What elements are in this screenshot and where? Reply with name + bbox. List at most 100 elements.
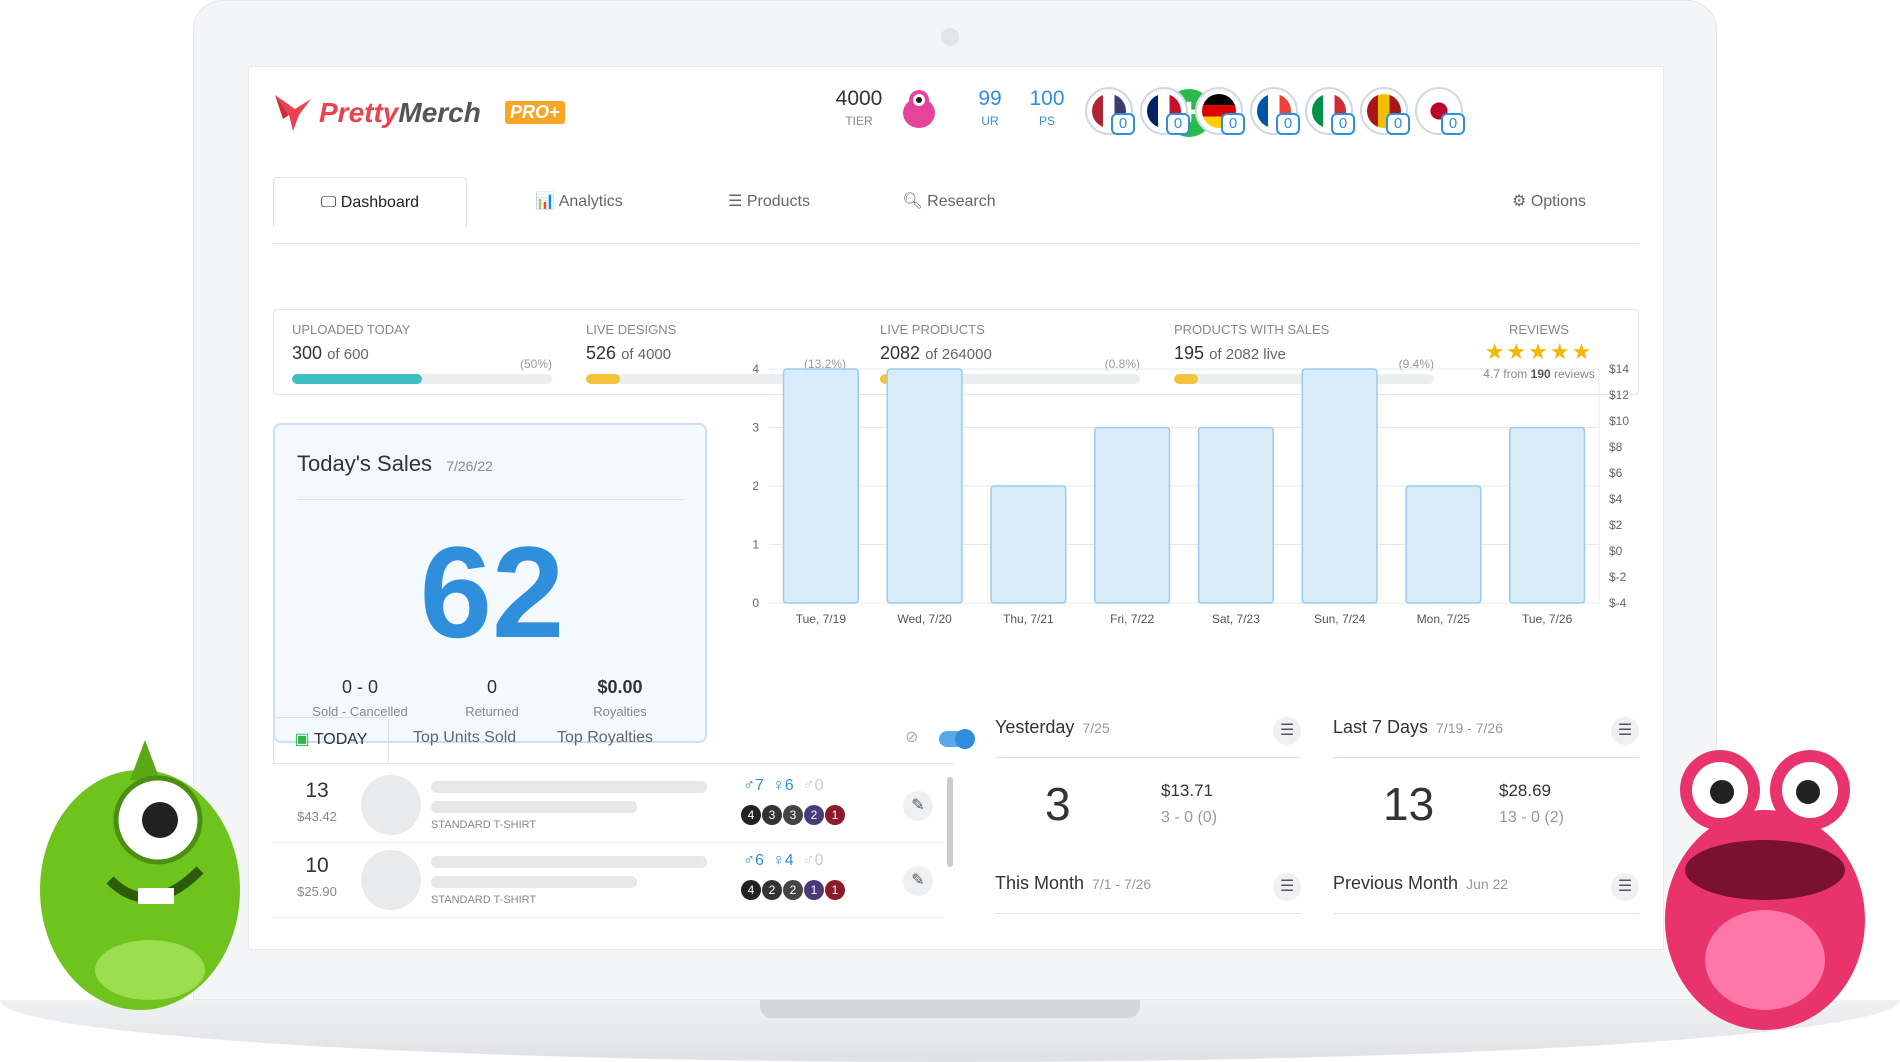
y2-tick-label: $14 [1609, 362, 1629, 376]
title-placeholder [431, 876, 637, 888]
chart-bar [1094, 426, 1171, 604]
y2-tick-label: $2 [1609, 518, 1623, 532]
x-tick-label: Tue, 7/19 [796, 612, 847, 626]
chart-bar [782, 368, 859, 604]
row-units: 13 [305, 779, 329, 802]
reviews-block[interactable]: REVIEWS ★★★★★ 4.7 from 190 reviews [1464, 322, 1614, 381]
summary-sold-cancelled: 3 - 0 (0) [1161, 809, 1218, 826]
tab-dashboard[interactable]: 🖵 Dashboard [273, 177, 467, 227]
flag-count-badge: 0 [1111, 113, 1135, 135]
scrollbar[interactable] [947, 777, 953, 867]
kpi-item[interactable]: LIVE PRODUCTS 2082 of 264000 (0.8%) [880, 322, 1140, 384]
chart-bar [1197, 426, 1274, 604]
row-amount: $25.90 [297, 884, 337, 899]
y2-tick-label: $8 [1609, 440, 1623, 454]
kpi-item[interactable]: UPLOADED TODAY 300 of 600 (50%) [292, 322, 552, 384]
flag-count-badge: 0 [1386, 113, 1410, 135]
chart-bar [1509, 426, 1586, 604]
green-monster-mascot-icon [40, 740, 240, 1010]
x-tick-label: Wed, 7/20 [897, 612, 952, 626]
bar-chart-icon: 📊 [535, 193, 559, 210]
chart-bar [886, 368, 963, 604]
list-icon[interactable]: ☰ [1273, 873, 1301, 901]
kpi-title: PRODUCTS WITH SALES [1174, 322, 1330, 337]
list-item[interactable]: 13 $43.42 STANDARD T-SHIRT ♂7 ♀6 ♂0 4 3 3 2 1 ✎ [273, 769, 943, 843]
kid-icon: ♂0 [802, 852, 824, 869]
edit-icon[interactable]: ✎ [903, 866, 933, 896]
tab-today[interactable]: ▣ TODAY [273, 717, 389, 763]
toggle-switch[interactable] [939, 729, 975, 749]
gender-counts: ♂7 ♀6 ♂0 [743, 777, 824, 794]
flag-count-badge: 0 [1221, 113, 1245, 135]
woman-icon: ♀ [772, 777, 785, 794]
chart-bar [1301, 368, 1378, 604]
tab-options[interactable]: ⚙ Options [1512, 193, 1586, 210]
x-tick-label: Sun, 7/24 [1314, 612, 1366, 626]
ps-stat[interactable]: 100 PS [1029, 87, 1065, 128]
kpi-title: LIVE DESIGNS [586, 322, 677, 337]
tab-products[interactable]: ☰ Products [728, 193, 810, 210]
flag-jp-icon[interactable] [1415, 87, 1463, 135]
tab-top-royalties[interactable]: Top Royalties [557, 729, 654, 746]
flag-count-badge: 0 [1441, 113, 1465, 135]
search-icon: 🔍︎ [902, 193, 928, 210]
y-tick-label: 0 [752, 596, 759, 610]
summary-card: Previous Month Jun 22 ☰ [1333, 873, 1639, 949]
product-type: STANDARD T-SHIRT [431, 819, 537, 831]
star-rating-icon: ★★★★★ [1484, 339, 1594, 364]
tab-top-units[interactable]: Top Units Sold [413, 729, 517, 746]
gear-icon: ⚙ [1512, 193, 1531, 210]
monitor-icon: 🖵 [320, 194, 341, 211]
summary-card-title: Yesterday 7/25 [995, 717, 1110, 737]
kpi-title: UPLOADED TODAY [292, 322, 411, 337]
tier-stat: 4000 TIER [835, 87, 883, 128]
list-icon[interactable]: ☰ [1611, 873, 1639, 901]
y2-tick-label: $12 [1609, 388, 1629, 402]
list-icon[interactable]: ☰ [1611, 717, 1639, 745]
y2-tick-label: $0 [1609, 544, 1623, 558]
edit-icon[interactable]: ✎ [903, 791, 933, 821]
pro-badge: PRO+ [505, 101, 565, 124]
sales-chart: 0 1 2 3 4 $-4 $-2 $0 $2 $4 $6 $8 $10 $12 $14 Tue, 7/19 W… [752, 362, 1629, 626]
laptop-notch [760, 1000, 1140, 1018]
reviews-summary: 4.7 from 190 reviews [1483, 367, 1595, 381]
marketplace-dot: 4 [741, 805, 761, 825]
summary-sold-cancelled: 13 - 0 (2) [1499, 809, 1564, 826]
kpi-percent: (13.2%) [803, 357, 846, 371]
brand-logo[interactable]: PrettyMerch PRO+ [273, 89, 565, 139]
todays-sales-count: 62 [419, 519, 565, 665]
x-tick-label: Tue, 7/26 [1522, 612, 1573, 626]
y-tick-label: 1 [752, 538, 759, 552]
y2-tick-label: $6 [1609, 466, 1623, 480]
kpi-percent: (50%) [519, 357, 552, 371]
list-icon[interactable]: ☰ [1273, 717, 1301, 745]
summary-card-title: Previous Month Jun 22 [1333, 873, 1509, 893]
x-tick-label: Thu, 7/21 [1003, 612, 1054, 626]
gender-counts: ♂6 ♀4 ♂0 [743, 852, 824, 869]
list-item[interactable]: 10 $25.90 STANDARD T-SHIRT ♂6 ♀4 ♂0 4 2 2 1 1 ✎ [273, 844, 943, 918]
marketplace-dot: 3 [783, 805, 803, 825]
title-placeholder [431, 801, 637, 813]
marketplace-dot: 2 [804, 805, 824, 825]
product-thumbnail[interactable] [361, 850, 421, 910]
tab-analytics[interactable]: 📊 Analytics [535, 193, 623, 210]
y-tick-label: 3 [752, 421, 759, 435]
y2-tick-label: $4 [1609, 492, 1623, 506]
product-thumbnail[interactable] [361, 775, 421, 835]
summary-card: Yesterday 7/25 ☰ 3 $13.71 3 - 0 (0) [995, 717, 1301, 857]
flag-es-icon[interactable] [1360, 87, 1408, 135]
ur-stat[interactable]: 99 UR [978, 87, 1002, 128]
list-tab-underline [273, 763, 953, 764]
kpi-percent: (0.8%) [1104, 357, 1140, 371]
kpi-progress-bar [880, 374, 1140, 384]
marketplace-dot: 2 [762, 880, 782, 900]
hide-icon[interactable]: ⊘ [905, 729, 919, 746]
pink-monster-mascot-icon [1665, 750, 1865, 1030]
todays-sales-card: Today's Sales 7/26/22 62 0 - 0 Sold - Can… [273, 423, 707, 743]
y2-tick-label: $-4 [1609, 596, 1627, 610]
kpi-item[interactable]: LIVE DESIGNS 526 of 4000 (13.2%) [586, 322, 846, 384]
marketplace-dot: 1 [825, 880, 845, 900]
tab-research[interactable]: 🔍︎ Research [902, 193, 996, 210]
